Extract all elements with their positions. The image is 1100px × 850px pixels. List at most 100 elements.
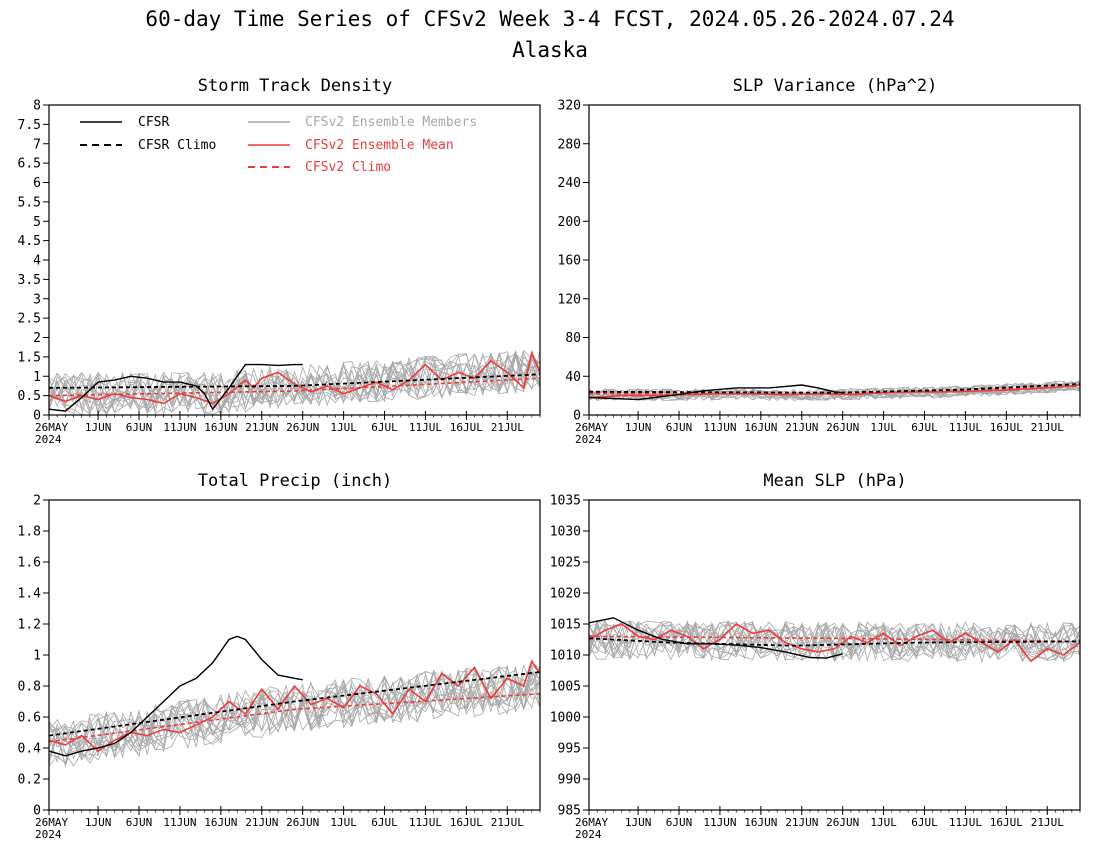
x-tick-label: 21JUL: [491, 421, 524, 434]
x-tick-label: 1JUN: [85, 816, 112, 829]
x-tick-label: 16JUN: [204, 816, 237, 829]
y-tick-label: 6.5: [18, 157, 41, 172]
panel-total-precip: Total Precip (inch) 0 0.2 0.4 0.6 0.8 1 1.2 1.4…: [18, 471, 541, 841]
x-year-label: 2024: [575, 433, 602, 446]
cfsr-climo-line: [49, 373, 540, 389]
y-tick-label: 160: [558, 254, 581, 269]
y-tick-label: 0.2: [18, 773, 41, 788]
x-tick-label: 6JUN: [666, 421, 693, 434]
legend-label-cfsv2-climo: CFSv2 Climo: [305, 160, 391, 175]
x-tick-label: 11JUN: [163, 816, 196, 829]
figure-title: 60-day Time Series of CFSv2 Week 3-4 FCS…: [145, 7, 954, 31]
ensemble-mean-line: [589, 623, 1080, 663]
ensemble-member-line: [49, 357, 540, 414]
legend-label-members: CFSv2 Ensemble Members: [305, 115, 477, 130]
ensemble-member-line: [49, 356, 540, 415]
x-tick-label: 6JUL: [911, 421, 938, 434]
x-tick-label: 11JUL: [949, 421, 982, 434]
y-tick-label: 1: [33, 649, 41, 664]
x-tick-label: 16JUN: [744, 816, 777, 829]
y-tick-label: 0.8: [18, 680, 41, 695]
y-tick-label: 5.5: [18, 195, 41, 210]
x-tick-label: 26MAY: [575, 421, 608, 434]
x-tick-label: 11JUL: [949, 816, 982, 829]
y-tick-label: 1015: [550, 618, 581, 633]
y-tick-label: 120: [558, 292, 581, 307]
y-tick-label: 0: [33, 804, 41, 819]
x-tick-label: 11JUN: [163, 421, 196, 434]
y-tick-label: 1.5: [18, 350, 41, 365]
ensemble-member-line: [589, 621, 1080, 661]
y-tick-label: 8: [33, 99, 41, 114]
y-tick-label: 320: [558, 99, 581, 114]
y-tick-label: 1025: [550, 556, 581, 571]
y-tick-label: 0.5: [18, 389, 41, 404]
y-tick-label: 4.5: [18, 234, 41, 249]
x-tick-label: 6JUL: [371, 421, 398, 434]
y-tick-label: 4: [33, 254, 41, 269]
y-tick-label: 1030: [550, 525, 581, 540]
plot-area: [49, 349, 540, 415]
x-tick-label: 6JUL: [371, 816, 398, 829]
cfsr-line: [49, 635, 303, 757]
cfsr-line: [49, 363, 303, 412]
ensemble-member-line: [589, 381, 1080, 401]
panel-title: Total Precip (inch): [198, 471, 392, 491]
x-tick-label: 16JUL: [450, 421, 483, 434]
y-tick-label: 80: [565, 331, 581, 346]
ensemble-member-line: [49, 666, 540, 767]
x-tick-label: 1JUL: [870, 816, 897, 829]
cfsr-climo-line: [589, 637, 1080, 647]
y-tick-label: 0.6: [18, 711, 41, 726]
y-tick-label: 1.4: [18, 587, 42, 602]
y-tick-label: 0.4: [18, 742, 42, 757]
legend-label-cfsr-climo: CFSR Climo: [138, 138, 216, 153]
x-tick-label: 26JUN: [286, 421, 319, 434]
y-tick-label: 3: [33, 292, 41, 307]
panel-title: SLP Variance (hPa^2): [733, 76, 938, 96]
figure-subtitle: Alaska: [512, 38, 588, 62]
legend-label-ens-mean: CFSv2 Ensemble Mean: [305, 138, 454, 153]
legend: CFSR CFSR Climo CFSv2 Ensemble Members C…: [80, 115, 477, 175]
y-tick-label: 40: [565, 370, 581, 385]
x-tick-label: 11JUL: [409, 816, 442, 829]
ensemble-member-line: [49, 360, 540, 415]
y-tick-label: 0: [33, 409, 41, 424]
x-tick-label: 11JUN: [703, 421, 736, 434]
x-tick-label: 26JUN: [826, 421, 859, 434]
cfsv2-climo-line: [589, 635, 1080, 643]
y-tick-label: 990: [558, 773, 581, 788]
x-tick-label: 21JUL: [1031, 421, 1064, 434]
panel-storm-track-density: Storm Track Density 0 0.5 1 1.5 2 2.5 3 3.5 4 4.5…: [18, 76, 541, 446]
x-tick-label: 16JUL: [990, 816, 1023, 829]
panel-title: Storm Track Density: [198, 76, 392, 96]
x-tick-label: 6JUN: [126, 421, 153, 434]
panel-mean-slp: Mean SLP (hPa) 985 990 995 1000 1005 1010 1015…: [550, 471, 1081, 841]
plot-area: [589, 379, 1080, 402]
x-tick-label: 16JUN: [744, 421, 777, 434]
ensemble-member-line: [589, 621, 1080, 663]
x-tick-label: 26MAY: [575, 816, 608, 829]
x-tick-label: 26JUN: [286, 816, 319, 829]
x-tick-label: 21JUN: [245, 421, 278, 434]
x-year-label: 2024: [575, 828, 602, 841]
x-tick-label: 11JUN: [703, 816, 736, 829]
x-year-label: 2024: [35, 433, 62, 446]
x-tick-label: 1JUN: [625, 816, 652, 829]
y-tick-label: 6: [33, 176, 41, 191]
y-tick-label: 1035: [550, 494, 581, 509]
cfsv2-climo-line: [49, 377, 540, 397]
ensemble-mean-line: [49, 659, 540, 753]
plot-area: [49, 635, 540, 768]
x-tick-label: 1JUL: [330, 816, 357, 829]
x-tick-label: 16JUL: [990, 421, 1023, 434]
x-tick-label: 6JUL: [911, 816, 938, 829]
cfsv2-climo-line: [49, 693, 540, 743]
cfsr-line: [589, 617, 843, 659]
cfsr-climo-line: [589, 383, 1080, 394]
x-tick-label: 21JUN: [785, 816, 818, 829]
x-tick-label: 16JUL: [450, 816, 483, 829]
x-tick-label: 1JUN: [85, 421, 112, 434]
plot-frame: [588, 104, 1081, 416]
x-tick-label: 26MAY: [35, 816, 68, 829]
